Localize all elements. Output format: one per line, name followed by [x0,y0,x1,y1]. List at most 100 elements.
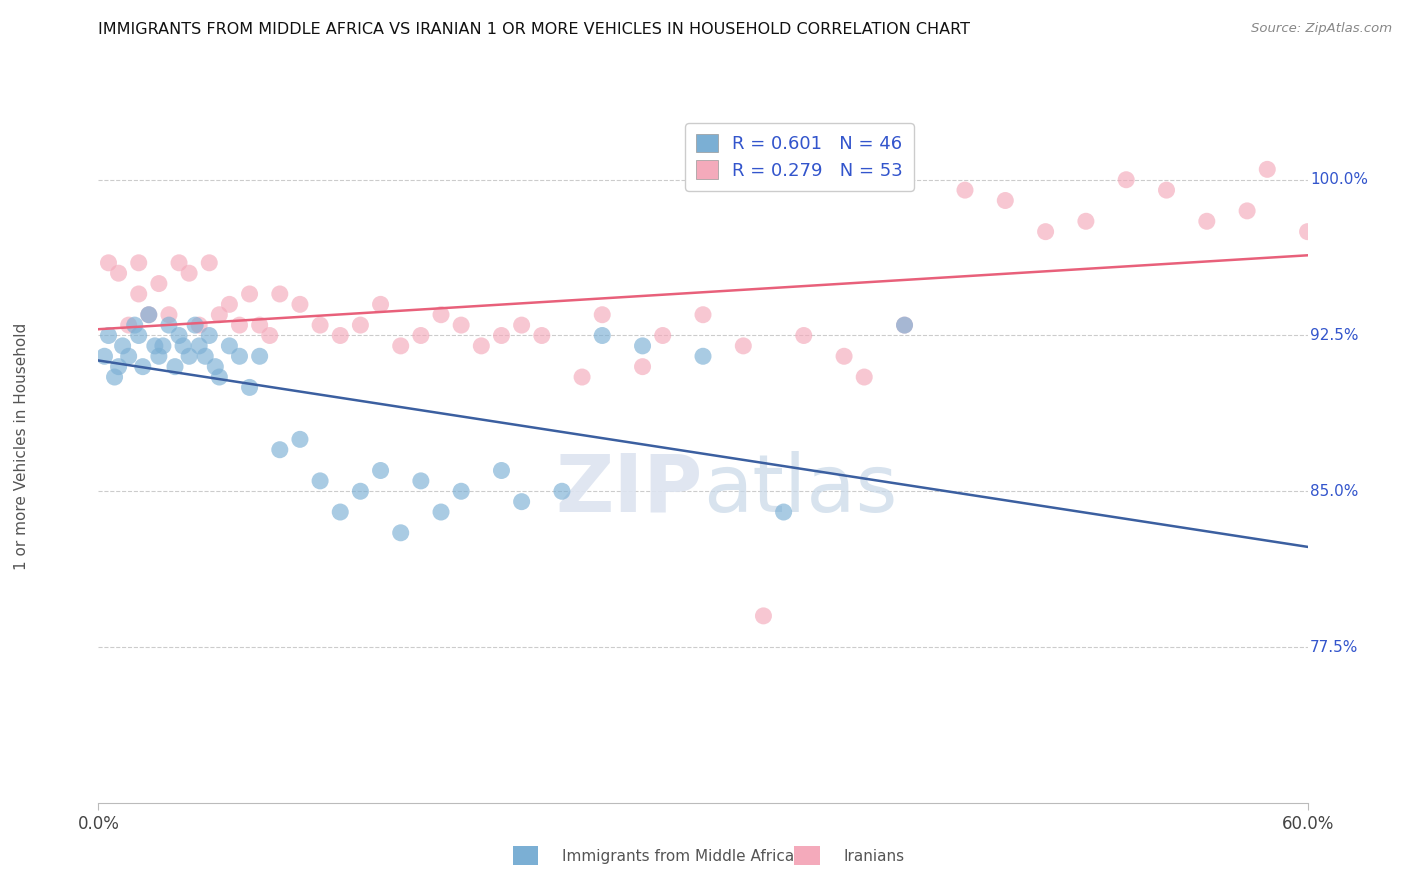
Point [163,359,186,374]
Point [288,433,311,447]
Point [93,349,115,363]
Point [752,608,775,623]
Point [97,328,120,343]
Text: ZIP: ZIP [555,450,703,529]
Point [772,505,794,519]
Text: Source: ZipAtlas.com: Source: ZipAtlas.com [1251,22,1392,36]
Point [179,266,201,280]
Point [470,339,492,353]
Point [832,349,855,363]
Point [370,297,392,311]
Text: Iranians: Iranians [844,849,904,863]
Point [239,380,262,394]
Point [239,287,262,301]
Point [128,287,150,301]
Point [111,339,134,353]
Text: atlas: atlas [703,450,897,529]
Point [651,328,673,343]
Point [491,463,513,477]
Text: Immigrants from Middle Africa: Immigrants from Middle Africa [562,849,794,863]
Point [198,328,221,343]
Point [132,359,155,374]
Point [329,505,352,519]
Point [138,308,160,322]
Point [692,308,714,322]
Point [249,349,271,363]
Point [733,339,755,353]
Point [1296,225,1319,239]
Point [631,339,654,353]
Point [103,370,125,384]
Point [124,318,146,332]
Point [118,318,141,332]
Point [349,484,371,499]
Point [157,318,180,332]
Point [430,308,453,322]
Point [409,328,432,343]
Point [450,484,472,499]
Point [994,194,1017,208]
Point [194,349,217,363]
Point [793,328,815,343]
Point [148,349,170,363]
Point [157,308,180,322]
Point [249,318,271,332]
Point [510,318,533,332]
Point [571,370,593,384]
Point [491,328,513,343]
Point [692,349,714,363]
Text: 77.5%: 77.5% [1310,640,1358,655]
Text: IMMIGRANTS FROM MIDDLE AFRICA VS IRANIAN 1 OR MORE VEHICLES IN HOUSEHOLD CORRELA: IMMIGRANTS FROM MIDDLE AFRICA VS IRANIAN… [98,22,970,37]
Point [370,463,392,477]
Point [167,328,190,343]
Point [530,328,553,343]
Point [118,349,141,363]
Point [430,505,453,519]
Point [228,318,250,332]
Point [208,308,231,322]
Point [148,277,170,291]
Point [450,318,472,332]
Point [551,484,574,499]
Point [128,328,150,343]
Point [152,339,174,353]
Text: 85.0%: 85.0% [1310,483,1358,499]
Point [591,308,613,322]
Point [1236,203,1258,218]
Point [259,328,281,343]
Point [510,494,533,508]
Text: 1 or more Vehicles in Household: 1 or more Vehicles in Household [14,322,28,570]
Text: 100.0%: 100.0% [1310,172,1368,187]
Point [269,442,291,457]
Point [184,318,207,332]
Point [188,339,211,353]
Point [107,359,129,374]
Point [893,318,915,332]
Point [309,318,332,332]
Point [591,328,613,343]
Point [204,359,226,374]
Point [188,318,211,332]
Point [269,287,291,301]
Point [349,318,371,332]
Point [167,256,190,270]
Point [179,349,201,363]
Point [228,349,250,363]
Point [288,297,311,311]
Point [953,183,976,197]
Point [128,256,150,270]
Point [97,256,120,270]
Point [409,474,432,488]
Point [138,308,160,322]
Point [389,339,412,353]
Point [107,266,129,280]
Point [1256,162,1278,177]
Point [309,474,332,488]
Text: 92.5%: 92.5% [1310,328,1358,343]
Point [853,370,876,384]
Point [1115,172,1137,186]
Point [218,297,240,311]
Legend: R = 0.601   N = 46, R = 0.279   N = 53: R = 0.601 N = 46, R = 0.279 N = 53 [686,123,914,191]
Point [1156,183,1178,197]
Point [1035,225,1057,239]
